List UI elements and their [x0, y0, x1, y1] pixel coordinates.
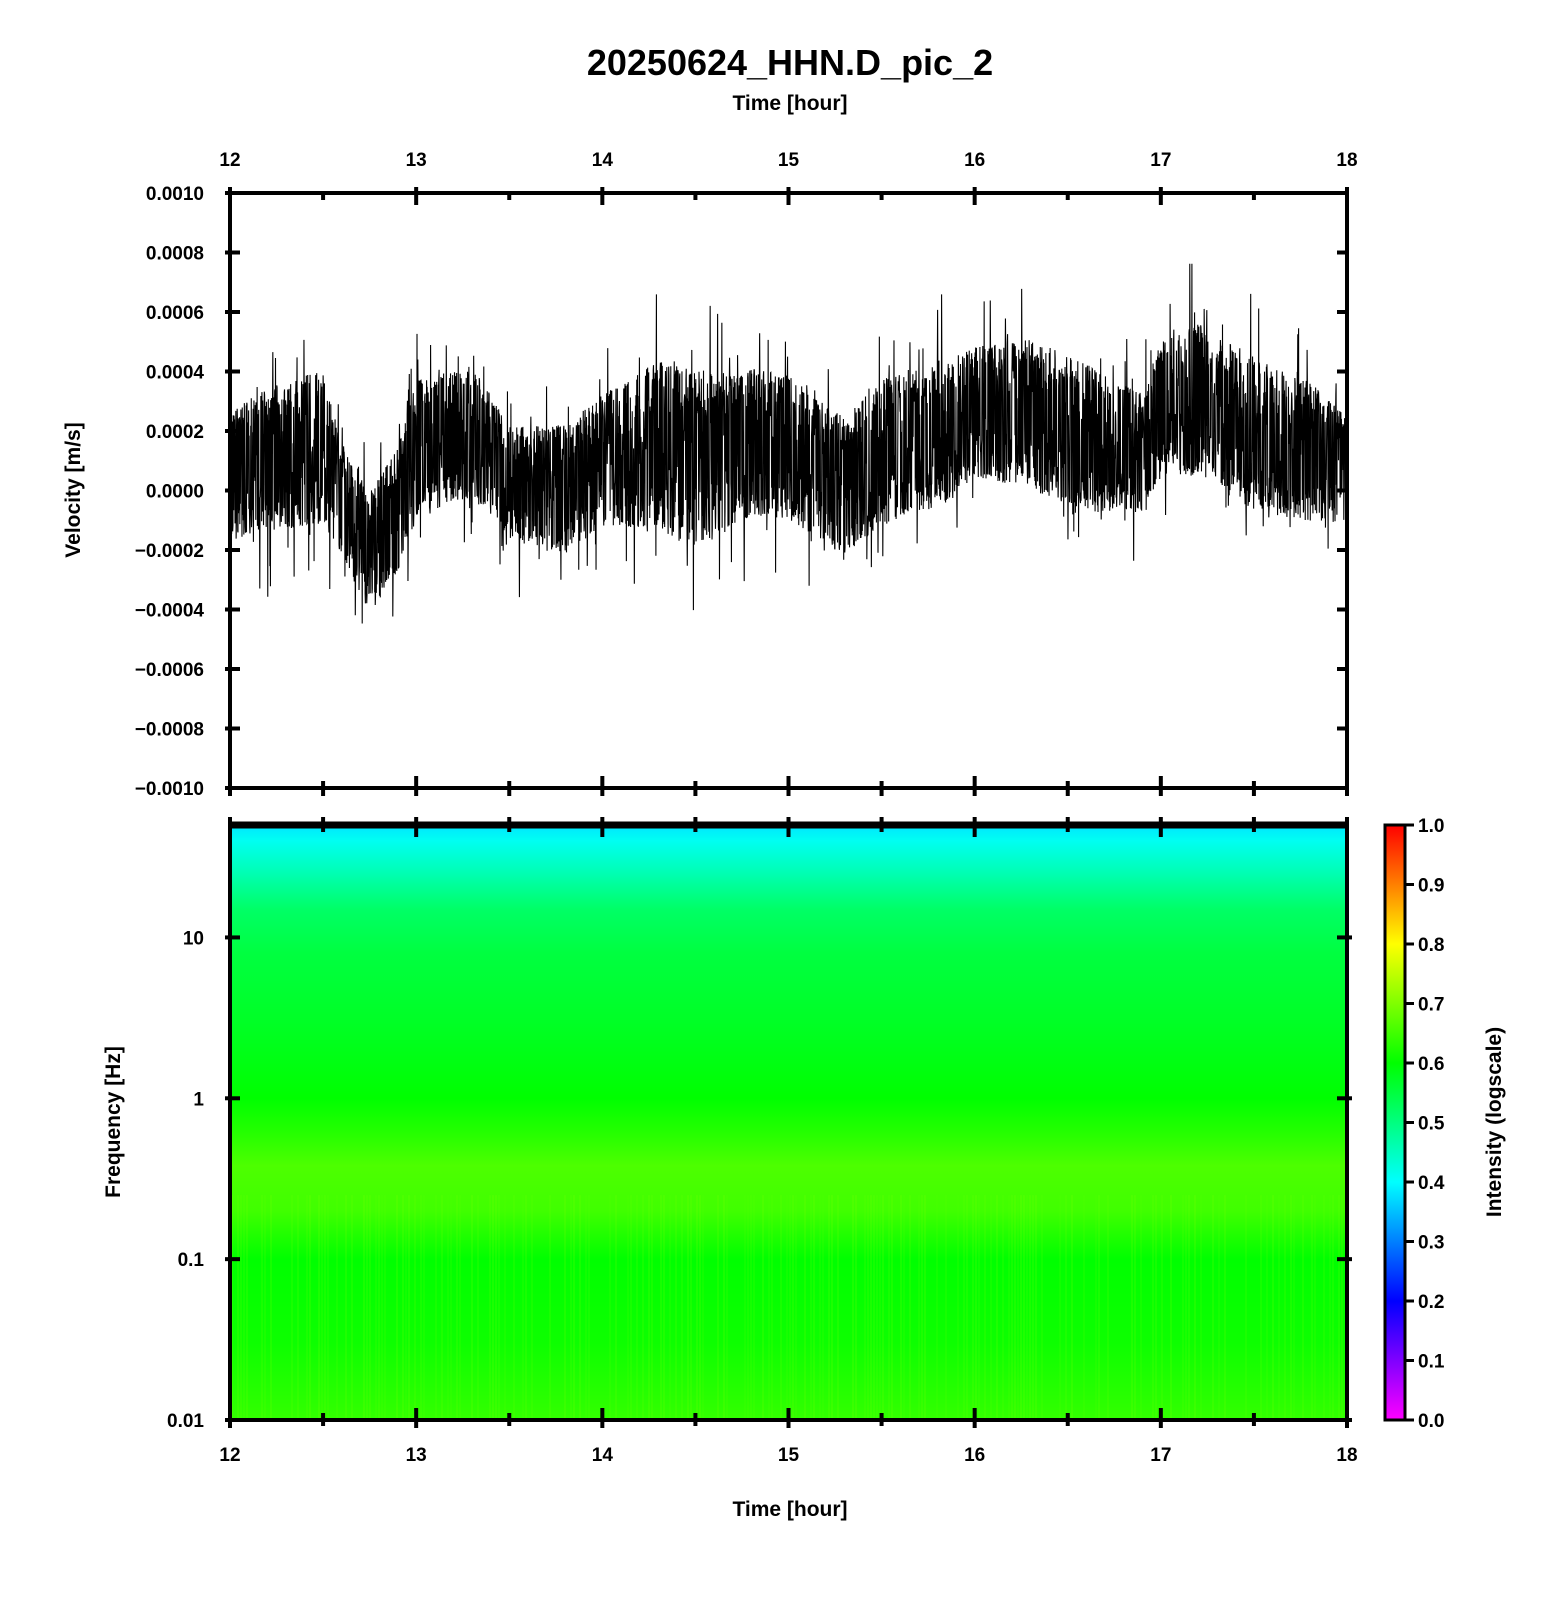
velocity-y-axis-label: Velocity [m/s]: [62, 422, 85, 557]
top-x-axis-label: Time [hour]: [732, 92, 847, 115]
colorbar-tick-label: 0.1: [1418, 1352, 1445, 1373]
time-tick-label-bottom: 18: [1336, 1445, 1357, 1466]
velocity-tick-label: −0.0006: [135, 660, 204, 681]
colorbar-tick-label: 0.7: [1418, 995, 1444, 1016]
time-tick-label-bottom: 17: [1150, 1445, 1171, 1466]
time-tick-label-top: 16: [964, 150, 985, 171]
time-tick-label-top: 13: [406, 150, 427, 171]
velocity-tick-label: −0.0002: [135, 541, 204, 562]
frequency-tick-label: 0.01: [167, 1411, 204, 1432]
spectrogram-image: [230, 825, 1347, 1420]
time-tick-label-top: 12: [219, 150, 240, 171]
time-tick-label-bottom: 15: [778, 1445, 800, 1466]
time-bottom-x-axis: 12 13 14 15 16 17 18: [219, 817, 1358, 1466]
velocity-tick-label: −0.0010: [135, 779, 204, 800]
velocity-tick-label: −0.0004: [135, 601, 205, 622]
waveform-trace: [230, 263, 1347, 624]
bottom-x-axis-label: Time [hour]: [732, 1498, 847, 1521]
velocity-y-axis: 0.0010 0.0008 0.0006 0.0004 0.0002 0.0000 −0.0…: [135, 184, 1347, 800]
colorbar-ticks: 1.0 0.9 0.8 0.7 0.6 0.5 0.4 0.3 0.2 0.1 0.0: [1405, 816, 1445, 1432]
time-tick-label-top: 18: [1336, 150, 1357, 171]
velocity-tick-label: 0.0006: [146, 303, 204, 324]
waveform-panel: 0.0010 0.0008 0.0006 0.0004 0.0002 0.0000 −0.0…: [62, 150, 1358, 800]
time-top-x-axis: 12 13 14 15 16 17 18: [219, 150, 1358, 796]
velocity-tick-label: 0.0008: [146, 244, 204, 265]
colorbar-tick-label: 1.0: [1418, 816, 1444, 837]
colorbar-tick-label: 0.6: [1418, 1054, 1444, 1075]
waveform-line: [230, 263, 1347, 624]
time-tick-label-bottom: 12: [219, 1445, 240, 1466]
frequency-tick-label: 10: [183, 928, 204, 949]
colorbar-label: Intensity (logscale): [1483, 1027, 1506, 1217]
colorbar-tick-label: 0.2: [1418, 1292, 1444, 1313]
time-tick-label-top: 15: [778, 150, 800, 171]
velocity-tick-label: 0.0002: [146, 422, 204, 443]
frequency-tick-label: 0.1: [178, 1250, 205, 1271]
spectrogram-texture: [231, 1195, 1343, 1420]
velocity-tick-label: 0.0004: [146, 363, 205, 384]
colorbar-tick-label: 0.9: [1418, 876, 1444, 897]
time-tick-label-top: 17: [1150, 150, 1171, 171]
time-tick-label-bottom: 14: [592, 1445, 614, 1466]
colorbar-tick-label: 0.0: [1418, 1411, 1444, 1432]
velocity-tick-label: −0.0008: [135, 720, 204, 741]
spectrogram-panel: 10 1 0.1 0.01 12 13 14 15 16 17 18 Frequency [Hz]…: [102, 817, 1358, 1521]
chart-title: 20250624_HHN.D_pic_2: [587, 42, 993, 83]
velocity-tick-label: 0.0010: [146, 184, 204, 205]
colorbar-tick-label: 0.5: [1418, 1114, 1445, 1135]
colorbar: 1.0 0.9 0.8 0.7 0.6 0.5 0.4 0.3 0.2 0.1 0.0 Intens…: [1383, 816, 1506, 1432]
colorbar-tick-label: 0.4: [1418, 1173, 1445, 1194]
time-tick-label-bottom: 13: [406, 1445, 427, 1466]
frequency-y-axis: 10 1 0.1 0.01: [167, 928, 1352, 1432]
frequency-y-axis-label: Frequency [Hz]: [102, 1046, 125, 1198]
frequency-tick-label: 1: [193, 1089, 204, 1110]
velocity-tick-label: 0.0000: [146, 482, 204, 503]
colorbar-gradient: [1383, 823, 1407, 1422]
colorbar-tick-label: 0.3: [1418, 1233, 1444, 1254]
time-tick-label-top: 14: [592, 150, 614, 171]
colorbar-tick-label: 0.8: [1418, 935, 1444, 956]
time-tick-label-bottom: 16: [964, 1445, 985, 1466]
